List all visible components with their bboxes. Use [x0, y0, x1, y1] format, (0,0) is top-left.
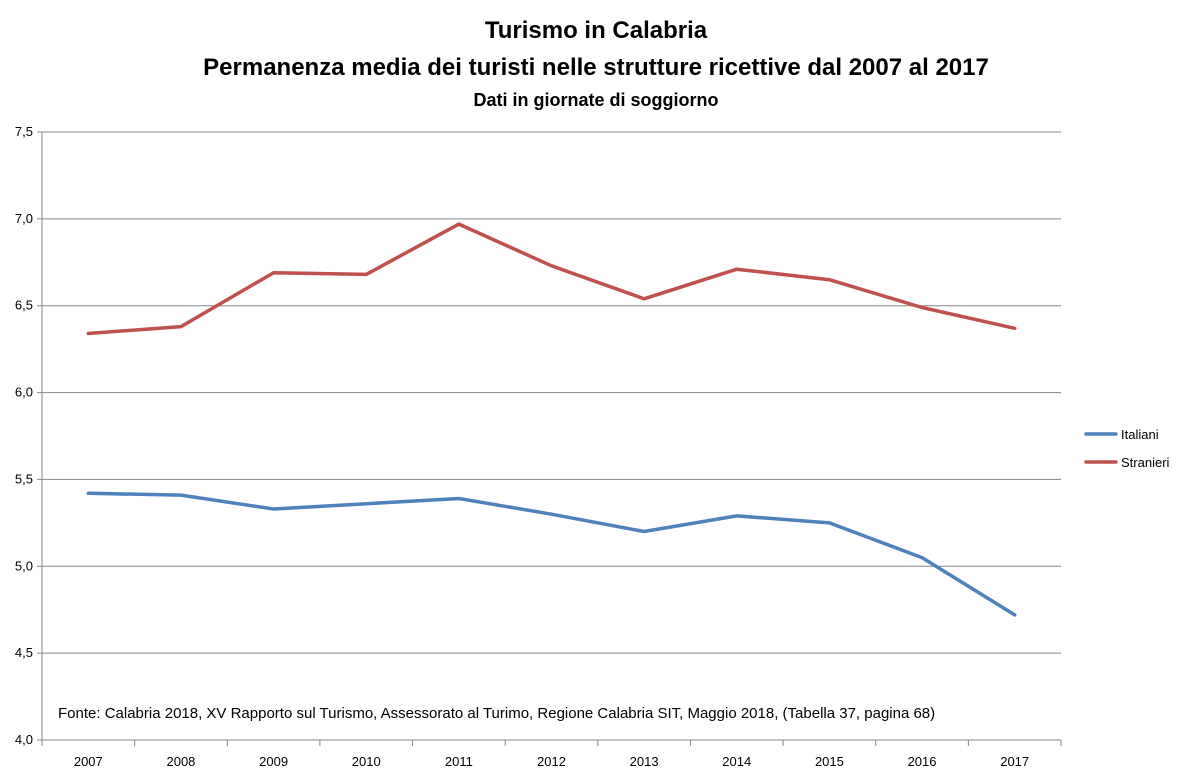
x-tick-label: 2017: [1000, 754, 1029, 769]
x-tick-label: 2010: [352, 754, 381, 769]
y-tick-label: 6,5: [15, 298, 33, 313]
x-tick-label: 2015: [815, 754, 844, 769]
x-tick-label: 2012: [537, 754, 566, 769]
x-axis-tick-labels: 2007 2008 2009 2010 2011 2012 2013 2014 2015 2016…: [74, 754, 1029, 769]
y-tick-label: 5,5: [15, 471, 33, 486]
x-tick-label: 2011: [445, 754, 473, 769]
x-tick-label: 2007: [74, 754, 103, 769]
legend-label-stranieri: Stranieri: [1121, 455, 1170, 470]
y-tick-label: 7,0: [15, 211, 33, 226]
gridlines: [37, 131, 1061, 741]
y-tick-label: 4,0: [15, 732, 33, 747]
y-tick-label: 5,0: [15, 558, 33, 573]
source-note: Fonte: Calabria 2018, XV Rapporto sul Tu…: [58, 705, 935, 722]
y-tick-label: 7,5: [15, 124, 33, 139]
legend-label-italiani: Italiani: [1121, 427, 1159, 442]
x-tick-label: 2016: [908, 754, 937, 769]
x-tick-label: 2014: [722, 754, 751, 769]
y-tick-label: 6,0: [15, 385, 33, 400]
x-tick-label: 2009: [259, 754, 288, 769]
axes: [41, 132, 1062, 746]
y-axis-tick-labels: 4,0 4,5 5,0 5,5 6,0 6,5 7,0 7,5: [15, 124, 33, 747]
x-tick-label: 2008: [166, 754, 195, 769]
series-lines: [86, 222, 1017, 617]
series-line-italiani: [86, 491, 1017, 617]
chart-subtitle: Permanenza media dei turisti nelle strut…: [203, 54, 989, 81]
chart-title: Turismo in Calabria: [485, 17, 708, 44]
chart-subtitle-units: Dati in giornate di soggiorno: [474, 90, 719, 110]
y-tick-label: 4,5: [15, 645, 33, 660]
x-tick-label: 2013: [630, 754, 659, 769]
series-line-stranieri: [86, 222, 1017, 336]
legend: Italiani Stranieri: [1084, 427, 1170, 470]
